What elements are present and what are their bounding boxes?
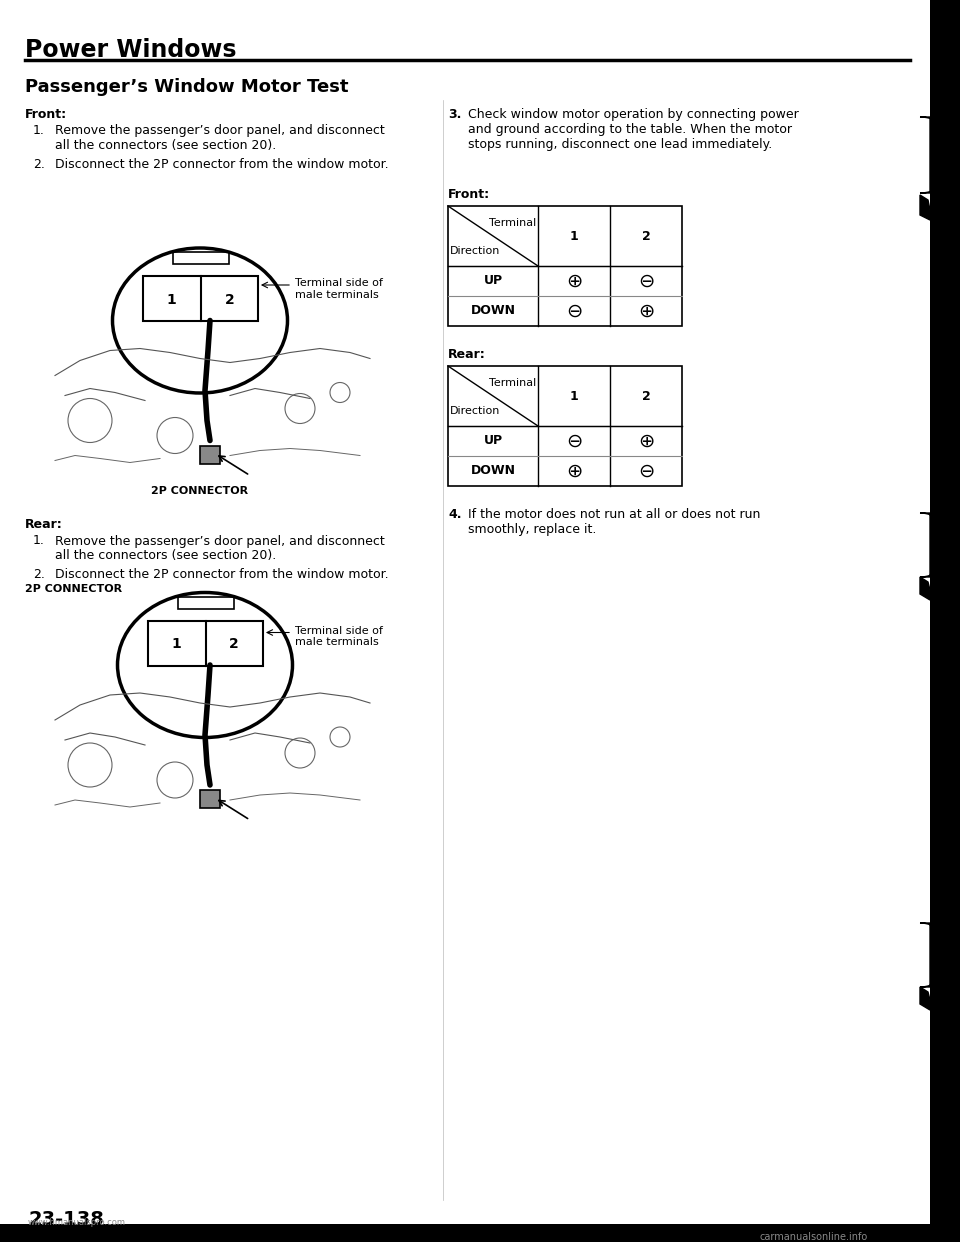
FancyBboxPatch shape (930, 0, 960, 1242)
Text: 2.: 2. (33, 158, 45, 171)
Text: Terminal side of
male terminals: Terminal side of male terminals (295, 278, 383, 299)
Text: Remove the passenger’s door panel, and disconnect
all the connectors (see sectio: Remove the passenger’s door panel, and d… (55, 124, 385, 152)
Text: www.hmanualspro.com: www.hmanualspro.com (28, 1218, 126, 1227)
Text: 3.: 3. (448, 108, 462, 120)
Polygon shape (920, 513, 952, 578)
Text: Disconnect the 2P connector from the window motor.: Disconnect the 2P connector from the win… (55, 158, 389, 171)
Text: If the motor does not run at all or does not run
smoothly, replace it.: If the motor does not run at all or does… (468, 508, 760, 537)
Text: Direction: Direction (450, 406, 500, 416)
Text: 1.: 1. (33, 534, 45, 548)
Text: carmanualsonline.info: carmanualsonline.info (760, 1232, 868, 1242)
Text: 2: 2 (225, 293, 234, 307)
Text: Terminal side of
male terminals: Terminal side of male terminals (295, 626, 383, 647)
Text: 4.: 4. (448, 508, 462, 520)
Text: ⊖: ⊖ (637, 272, 654, 291)
Text: UP: UP (484, 274, 503, 287)
Text: Front:: Front: (25, 108, 67, 120)
Polygon shape (920, 923, 952, 987)
Text: 23-138: 23-138 (28, 1210, 104, 1230)
Text: Check window motor operation by connecting power
and ground according to the tab: Check window motor operation by connecti… (468, 108, 799, 152)
Text: 2P CONNECTOR: 2P CONNECTOR (152, 486, 249, 496)
Text: Terminal: Terminal (490, 217, 537, 227)
Text: 2P CONNECTOR: 2P CONNECTOR (25, 585, 122, 595)
FancyBboxPatch shape (0, 1225, 960, 1242)
Text: 1: 1 (167, 293, 177, 307)
Text: Terminal: Terminal (490, 378, 537, 388)
Polygon shape (920, 578, 930, 600)
Text: ⊖: ⊖ (637, 462, 654, 481)
Polygon shape (920, 987, 930, 1010)
Text: Front:: Front: (448, 188, 491, 201)
Text: ⊕: ⊕ (637, 431, 654, 451)
Text: ⊖: ⊖ (565, 431, 582, 451)
Polygon shape (920, 195, 930, 220)
Text: Disconnect the 2P connector from the window motor.: Disconnect the 2P connector from the win… (55, 568, 389, 580)
FancyBboxPatch shape (200, 446, 220, 463)
Text: 2: 2 (641, 230, 650, 242)
Text: ⊕: ⊕ (565, 272, 582, 291)
Text: 1: 1 (569, 230, 578, 242)
Text: 1.: 1. (33, 124, 45, 137)
Text: 2: 2 (641, 390, 650, 402)
Text: 1: 1 (172, 637, 181, 651)
Text: 2: 2 (229, 637, 239, 651)
FancyBboxPatch shape (200, 790, 220, 809)
Text: DOWN: DOWN (470, 304, 516, 318)
Polygon shape (920, 117, 958, 193)
Text: DOWN: DOWN (470, 465, 516, 477)
Text: ⊕: ⊕ (637, 302, 654, 320)
Text: Passenger’s Window Motor Test: Passenger’s Window Motor Test (25, 78, 348, 96)
Text: Rear:: Rear: (25, 518, 62, 530)
Text: ⊖: ⊖ (565, 302, 582, 320)
Text: Direction: Direction (450, 246, 500, 256)
Text: Remove the passenger’s door panel, and disconnect
all the connectors (see sectio: Remove the passenger’s door panel, and d… (55, 534, 385, 563)
Text: Rear:: Rear: (448, 348, 486, 361)
Text: Power Windows: Power Windows (25, 39, 236, 62)
Text: ⊕: ⊕ (565, 462, 582, 481)
Text: UP: UP (484, 435, 503, 447)
Text: 2.: 2. (33, 568, 45, 580)
Text: 1: 1 (569, 390, 578, 402)
